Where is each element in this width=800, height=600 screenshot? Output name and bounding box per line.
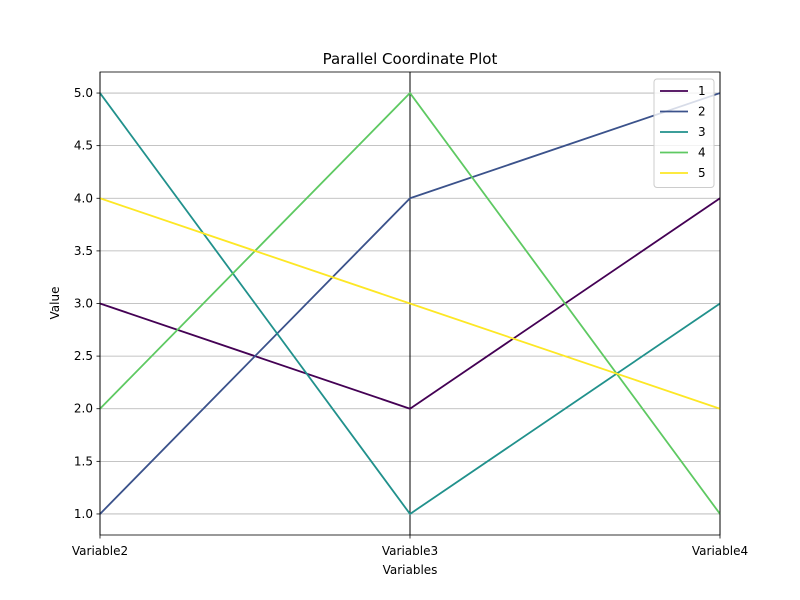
legend-label: 2 xyxy=(698,105,706,119)
x-ticks: Variable2 Variable3 Variable4 xyxy=(72,535,748,558)
x-tick-label: Variable3 xyxy=(382,544,438,558)
y-tick-label: 4.5 xyxy=(74,139,93,153)
series-lines xyxy=(99,92,721,515)
y-ticks: 1.0 1.5 2.0 2.5 3.0 3.5 4.0 4.5 5.0 xyxy=(74,86,100,521)
series-line-1 xyxy=(99,197,721,410)
legend-label: 4 xyxy=(698,146,706,160)
y-tick-label: 3.5 xyxy=(74,244,93,258)
y-tick-label: 2.5 xyxy=(74,349,93,363)
legend-label: 3 xyxy=(698,125,706,139)
x-axis-label: Variables xyxy=(383,563,438,577)
chart-title: Parallel Coordinate Plot xyxy=(323,50,498,68)
legend-label: 1 xyxy=(698,84,706,98)
y-axis-label: Value xyxy=(48,287,62,320)
legend: 1 2 3 4 5 xyxy=(653,78,715,188)
y-tick-label: 1.5 xyxy=(74,454,93,468)
x-tick-label: Variable4 xyxy=(692,544,748,558)
y-tick-label: 3.0 xyxy=(74,297,93,311)
legend-box xyxy=(653,78,715,188)
y-tick-label: 5.0 xyxy=(74,86,93,100)
series-line-5 xyxy=(99,197,721,410)
y-tick-label: 2.0 xyxy=(74,402,93,416)
y-tick-label: 4.0 xyxy=(74,191,93,205)
x-tick-label: Variable2 xyxy=(72,544,128,558)
legend-label: 5 xyxy=(698,166,706,180)
series-line-2 xyxy=(99,92,721,515)
y-tick-label: 1.0 xyxy=(74,507,93,521)
